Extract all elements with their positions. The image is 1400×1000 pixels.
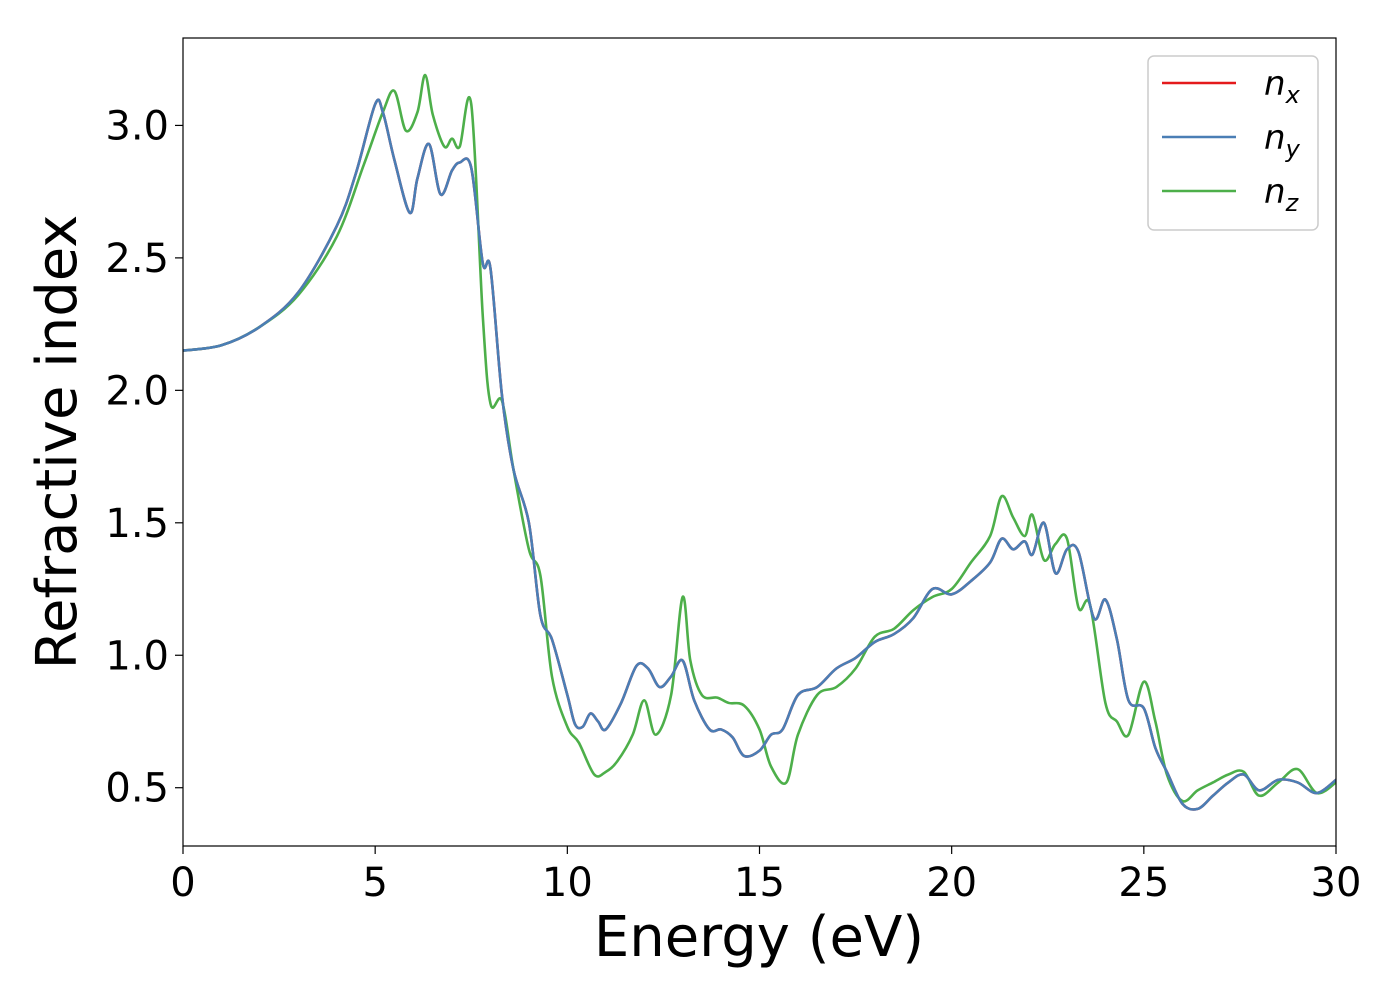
y-tick-label: 0.5 [105, 766, 169, 812]
series-line-n-y [183, 98, 1336, 811]
legend-label-n-z: nz [1264, 172, 1300, 217]
x-tick-label: 15 [734, 860, 785, 906]
legend-label-base: n [1264, 172, 1286, 212]
legend-label-subscript: x [1285, 81, 1301, 109]
legend-label-subscript: y [1285, 135, 1301, 163]
y-tick-label: 3.0 [105, 103, 169, 149]
y-axis: 0.5 1.0 1.5 2.0 2.5 3.0 [105, 103, 183, 812]
y-tick-label: 2.0 [105, 368, 169, 414]
x-axis: 0 5 10 15 20 25 30 [170, 846, 1361, 906]
x-tick-label: 25 [1118, 860, 1169, 906]
legend-label-n-x: nx [1264, 64, 1301, 109]
x-tick-label: 30 [1311, 860, 1362, 906]
series-line-n-z [183, 73, 1336, 803]
legend-label-base: n [1264, 118, 1286, 158]
legend-label-n-y: ny [1264, 118, 1301, 163]
legend-label-subscript: z [1285, 189, 1300, 217]
legend-box [1147, 55, 1319, 231]
y-tick-label: 1.0 [105, 633, 169, 679]
x-tick-label: 20 [926, 860, 977, 906]
x-axis-title: Energy (eV) [594, 905, 924, 970]
x-tick-label: 0 [170, 860, 195, 906]
x-tick-label: 5 [362, 860, 387, 906]
legend-label-base: n [1264, 64, 1286, 104]
y-tick-label: 1.5 [105, 501, 169, 547]
y-tick-label: 2.5 [105, 236, 169, 282]
y-axis-title: Refractive index [25, 215, 90, 670]
series-lines [183, 73, 1336, 811]
x-tick-label: 10 [542, 860, 593, 906]
